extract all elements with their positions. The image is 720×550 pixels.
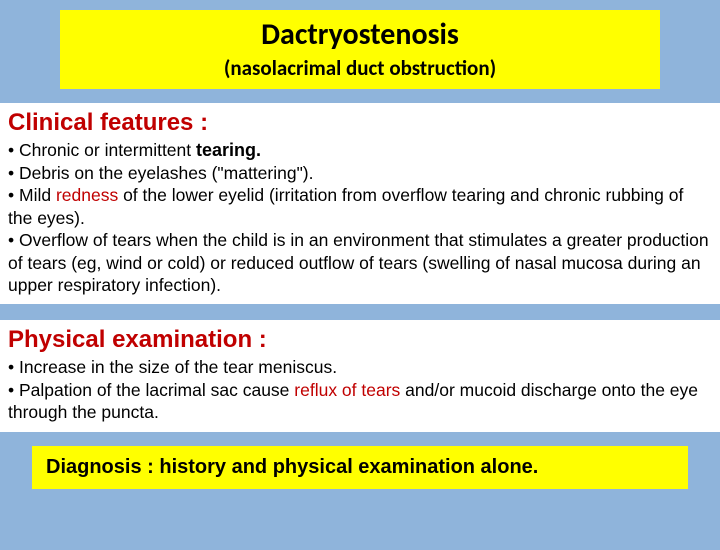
bullet-redness: • Mild redness of the lower eyelid (irri…: [8, 184, 712, 229]
bullet-text: • Palpation of the lacrimal sac cause: [8, 380, 294, 400]
bullet-overflow: • Overflow of tears when the child is in…: [8, 229, 712, 296]
bullet-debris: • Debris on the eyelashes ("mattering").: [8, 162, 712, 184]
title-box: Dactryostenosis (nasolacrimal duct obstr…: [60, 10, 660, 89]
bullet-text: • Mild: [8, 185, 56, 205]
physical-exam-section: Physical examination : • Increase in the…: [0, 320, 720, 431]
slide-subtitle: (nasolacrimal duct obstruction): [60, 55, 660, 81]
clinical-features-heading: Clinical features :: [8, 109, 712, 137]
bullet-reflux: • Palpation of the lacrimal sac cause re…: [8, 379, 712, 424]
bullet-tearing: • Chronic or intermittent tearing.: [8, 139, 712, 162]
diagnosis-box: Diagnosis : history and physical examina…: [32, 446, 688, 489]
bullet-emph: tearing.: [196, 140, 261, 160]
diagnosis-label: Diagnosis :: [46, 456, 159, 478]
diagnosis-text: history and physical examination alone.: [159, 456, 538, 478]
bullet-text: • Chronic or intermittent: [8, 140, 196, 160]
redness-text: redness: [56, 185, 118, 205]
reflux-text: reflux of tears: [294, 380, 400, 400]
clinical-features-section: Clinical features : • Chronic or intermi…: [0, 103, 720, 304]
slide-title: Dactryostenosis: [60, 16, 660, 53]
physical-exam-heading: Physical examination :: [8, 326, 712, 354]
bullet-meniscus: • Increase in the size of the tear menis…: [8, 356, 712, 378]
